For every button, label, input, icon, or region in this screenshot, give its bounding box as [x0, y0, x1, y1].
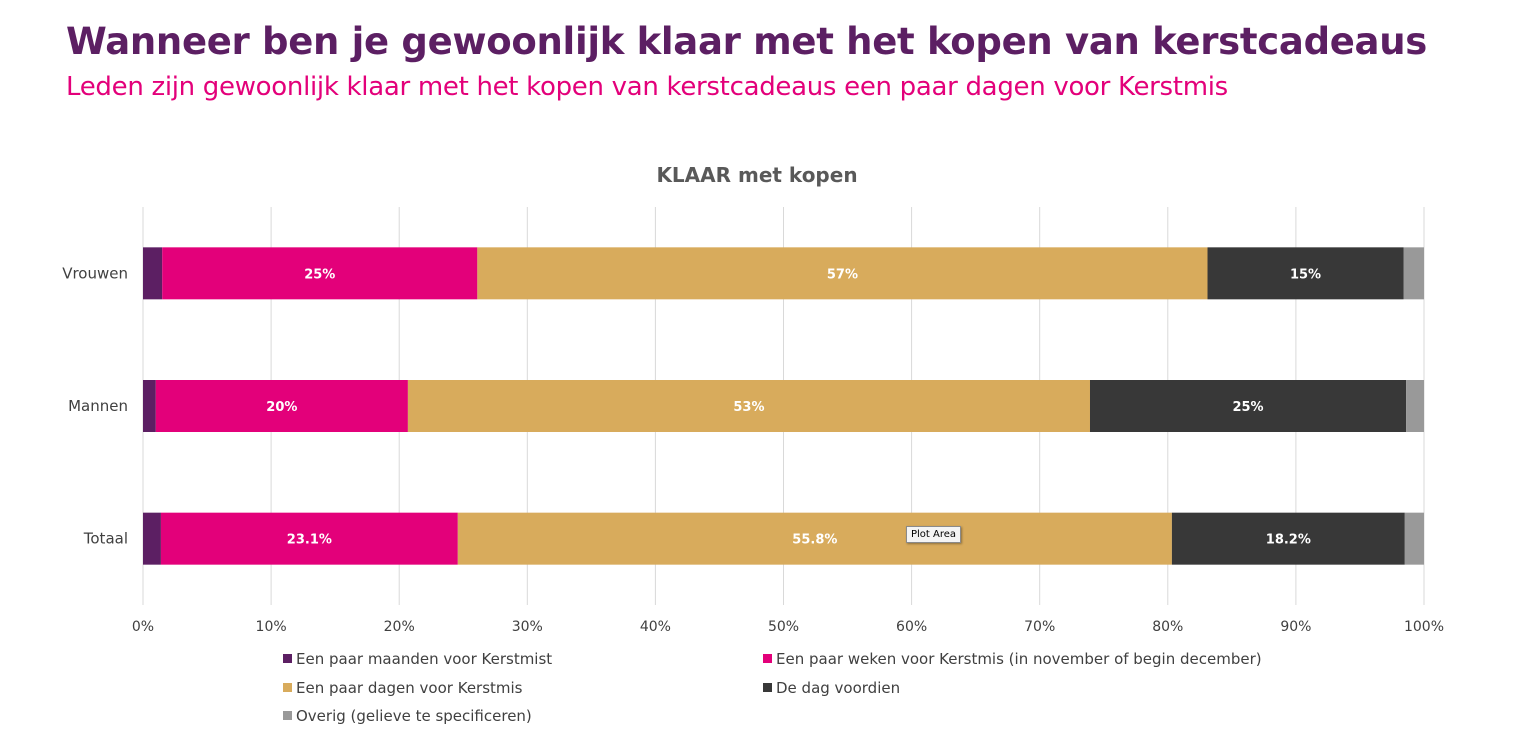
legend-label: Een paar dagen voor Kerstmis [296, 679, 523, 697]
legend-label: Overig (gelieve te specificeren) [296, 707, 532, 725]
bar-segment[interactable] [1171, 512, 1405, 565]
x-tick-label: 90% [1280, 619, 1311, 635]
page-subtitle: Leden zijn gewoonlijk klaar met het kope… [66, 72, 1228, 102]
x-tick-label: 0% [132, 619, 154, 635]
data-label: 55.8% [792, 533, 837, 548]
bar-segment[interactable] [1403, 247, 1424, 300]
x-axis-ticks: 0% 10% 20% 30% 40% 50% 60% 70% 80% 90% 100% [132, 619, 1444, 635]
bar-segment[interactable] [143, 512, 161, 565]
bar-segment[interactable] [162, 247, 478, 300]
bar-segment[interactable] [1207, 247, 1404, 300]
legend-swatch [283, 654, 292, 663]
data-label: 18.2% [1266, 533, 1311, 548]
legend-item: Een paar dagen voor Kerstmis [283, 679, 523, 697]
x-tick-label: 80% [1152, 619, 1183, 635]
category-labels: Vrouwen Mannen Totaal [62, 264, 128, 547]
data-label: 20% [266, 400, 297, 415]
bar-segment[interactable] [160, 512, 458, 565]
legend-item: Een paar maanden voor Kerstmist [283, 650, 552, 668]
data-label: 25% [304, 267, 335, 282]
legend-label: Een paar weken voor Kerstmis (in novembe… [776, 650, 1262, 668]
data-label: 15% [1290, 267, 1321, 282]
bar-segment[interactable] [143, 380, 156, 432]
bar-segment[interactable] [143, 247, 163, 300]
legend-swatch [283, 683, 292, 692]
data-label: 53% [733, 400, 764, 415]
legend-item: Overig (gelieve te specificeren) [283, 707, 532, 725]
x-tick-label: 100% [1404, 619, 1444, 635]
bar-segment[interactable] [1089, 380, 1407, 432]
bar-segment[interactable] [155, 380, 408, 432]
data-label: 57% [827, 267, 858, 282]
bar-segment[interactable] [457, 512, 1172, 565]
plot-area-tooltip: Plot Area [906, 526, 962, 543]
legend-swatch [763, 654, 772, 663]
x-tick-label: 30% [512, 619, 543, 635]
legend-swatch [763, 683, 772, 692]
legend-label: De dag voordien [776, 679, 900, 697]
data-label: 25% [1232, 400, 1263, 415]
legend-swatch [283, 711, 292, 720]
category-label: Mannen [68, 397, 128, 415]
legend: Een paar maanden voor Kerstmist Een paar … [283, 650, 1262, 725]
data-label: 23.1% [287, 533, 332, 548]
bar-segment[interactable] [1406, 380, 1424, 432]
page-title: Wanneer ben je gewoonlijk klaar met het … [66, 20, 1427, 63]
bar-segment[interactable] [1404, 512, 1424, 565]
x-tick-label: 40% [640, 619, 671, 635]
chart-title: KLAAR met kopen [656, 163, 857, 187]
category-label: Totaal [83, 530, 128, 548]
x-tick-label: 50% [768, 619, 799, 635]
x-tick-label: 20% [384, 619, 415, 635]
x-tick-label: 10% [256, 619, 287, 635]
legend-label: Een paar maanden voor Kerstmist [296, 650, 552, 668]
legend-item: De dag voordien [763, 679, 900, 697]
legend-item: Een paar weken voor Kerstmis (in novembe… [763, 650, 1262, 668]
bars: 25% 57% 15% 20% 53% 25% 23.1% 55.8% 18.2% [143, 247, 1424, 565]
x-tick-label: 60% [896, 619, 927, 635]
x-tick-label: 70% [1024, 619, 1055, 635]
bar-segment[interactable] [407, 380, 1090, 432]
bar-segment[interactable] [477, 247, 1208, 300]
category-label: Vrouwen [62, 264, 128, 282]
